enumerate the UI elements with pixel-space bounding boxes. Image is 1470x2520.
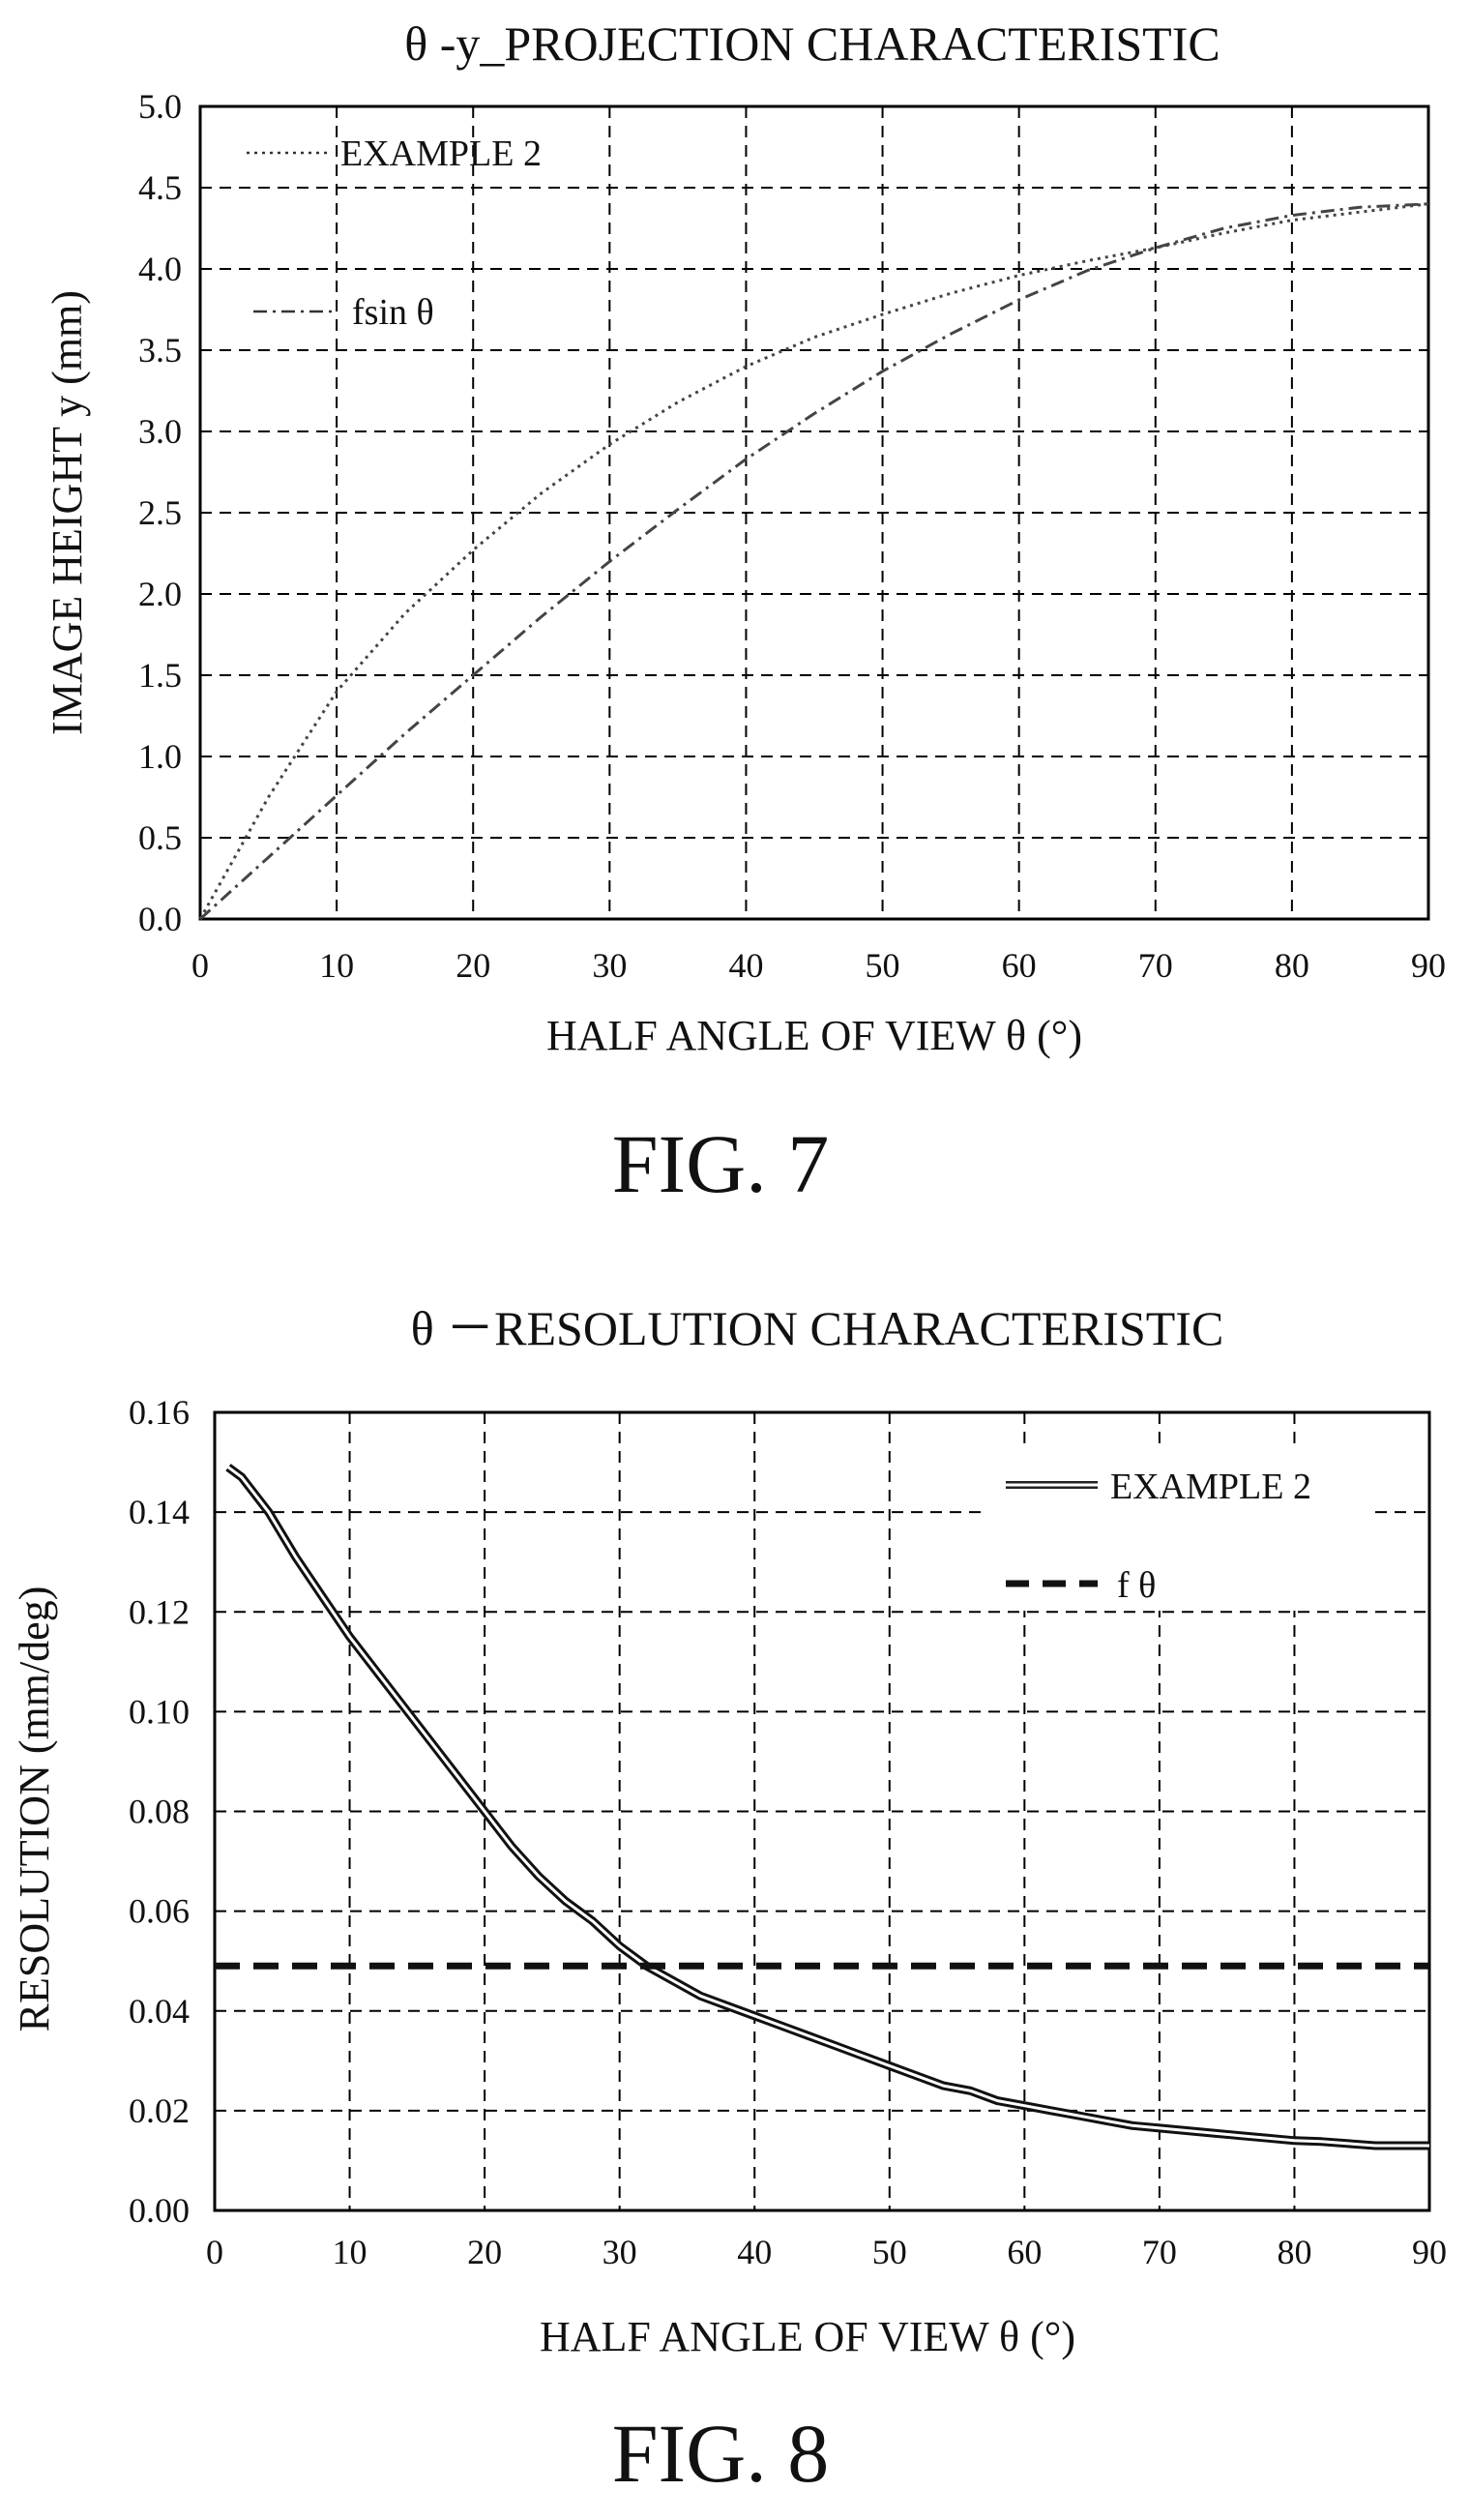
x-tick-label: 30 [592, 946, 627, 985]
x-tick-label: 60 [1007, 2233, 1042, 2271]
y-tick-label: 1.5 [138, 656, 182, 695]
chart-title: θ -y_PROJECTION CHARACTERISTIC [404, 16, 1220, 71]
y-tick-label: 0.5 [138, 818, 182, 857]
x-tick-label: 80 [1277, 2233, 1311, 2271]
y-tick-labels: 0.00 0.02 0.04 0.06 0.08 0.10 0.12 0.14 0.16 [129, 1393, 190, 2230]
x-tick-label: 50 [866, 946, 900, 985]
y-tick-label: 0.04 [129, 1992, 190, 2031]
y-tick-label: 0.0 [138, 900, 182, 938]
x-axis-label: HALF ANGLE OF VIEW θ (°) [540, 2313, 1075, 2360]
y-tick-label: 0.16 [129, 1393, 190, 1432]
series-layer [215, 1464, 1429, 2150]
y-tick-label: 4.0 [138, 250, 182, 288]
x-tick-label: 10 [333, 2233, 368, 2271]
y-tick-label: 0.08 [129, 1793, 190, 1831]
x-tick-label: 70 [1142, 2233, 1177, 2271]
x-tick-label: 30 [603, 2233, 637, 2271]
x-tick-label: 10 [319, 946, 354, 985]
y-tick-label: 2.5 [138, 493, 182, 532]
legend-label-example-2: EXAMPLE 2 [1110, 1467, 1311, 1507]
series-line-fsin [198, 202, 1429, 921]
figure-7: θ -y_PROJECTION CHARACTERISTIC 0 10 20 30 40… [44, 16, 1446, 1210]
legend: EXAMPLE 2 fsin θ [247, 133, 542, 333]
y-tick-label: 0.14 [129, 1493, 190, 1531]
y-axis-label: IMAGE HEIGHT y (mm) [44, 290, 91, 735]
y-tick-label: 5.0 [138, 87, 182, 126]
chart-title: θ －RESOLUTION CHARACTERISTIC [411, 1301, 1224, 1355]
x-tick-label: 90 [1411, 946, 1446, 985]
plot-frame [198, 104, 1430, 921]
figure-label: FIG. 7 [612, 1117, 830, 1210]
x-tick-label: 40 [737, 2233, 772, 2271]
grid [215, 1412, 1429, 2210]
y-axis-label: RESOLUTION (mm/deg) [11, 1586, 58, 2032]
y-tick-label: 0.02 [129, 2091, 190, 2130]
legend-label-f-theta: f θ [1117, 1565, 1156, 1606]
y-tick-label: 0.10 [129, 1692, 190, 1731]
y-tick-label: 0.00 [129, 2191, 190, 2230]
x-tick-label: 0 [191, 946, 209, 985]
legend: EXAMPLE 2 f θ [1006, 1467, 1311, 1606]
x-tick-labels: 0 10 20 30 40 50 60 70 80 90 [206, 2233, 1447, 2271]
x-tick-label: 0 [206, 2233, 223, 2271]
series-line-example-2-inner [227, 1466, 1429, 2148]
figure-label: FIG. 8 [612, 2407, 830, 2500]
x-tick-labels: 0 10 20 30 40 50 60 70 80 90 [191, 946, 1446, 985]
plot-frame [213, 1410, 1431, 2212]
y-tick-label: 2.0 [138, 575, 182, 613]
legend-label-fsin: fsin θ [352, 292, 434, 333]
x-axis-label: HALF ANGLE OF VIEW θ (°) [546, 1012, 1082, 1059]
grid [200, 106, 1428, 919]
series-layer [198, 202, 1429, 921]
y-tick-label: 0.06 [129, 1892, 190, 1931]
x-tick-label: 50 [872, 2233, 907, 2271]
figure-8: θ －RESOLUTION CHARACTERISTIC 0 10 20 30 40 50… [11, 1301, 1447, 2500]
y-tick-label: 0.12 [129, 1592, 190, 1631]
x-tick-label: 20 [456, 946, 490, 985]
y-tick-label: 3.5 [138, 331, 182, 370]
x-tick-label: 70 [1138, 946, 1173, 985]
y-tick-label: 4.5 [138, 168, 182, 207]
legend-label-example-2: EXAMPLE 2 [340, 133, 542, 174]
y-tick-label: 3.0 [138, 412, 182, 451]
y-tick-labels: 0.0 0.5 1.0 1.5 2.0 2.5 3.0 3.5 4.0 4.5 5.0 [138, 87, 182, 938]
x-tick-label: 40 [728, 946, 763, 985]
x-tick-label: 80 [1275, 946, 1309, 985]
x-tick-label: 20 [467, 2233, 502, 2271]
x-tick-label: 90 [1412, 2233, 1447, 2271]
y-tick-label: 1.0 [138, 737, 182, 776]
x-tick-label: 60 [1002, 946, 1037, 985]
